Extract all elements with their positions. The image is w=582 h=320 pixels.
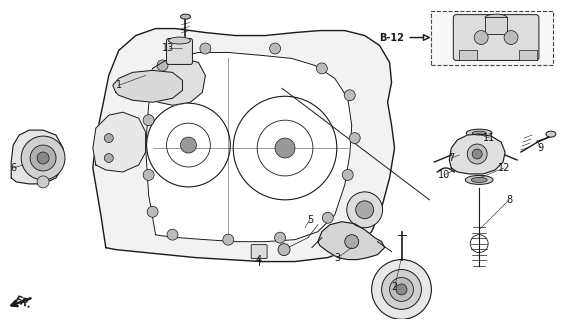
Circle shape	[21, 136, 65, 180]
Circle shape	[396, 284, 407, 295]
Ellipse shape	[546, 131, 556, 137]
Text: 5: 5	[307, 215, 313, 225]
Text: 4: 4	[255, 255, 261, 265]
Polygon shape	[93, 112, 146, 172]
Circle shape	[467, 144, 487, 164]
Circle shape	[37, 176, 49, 188]
Circle shape	[342, 170, 353, 180]
Circle shape	[147, 206, 158, 217]
Polygon shape	[449, 134, 505, 174]
Circle shape	[223, 234, 234, 245]
Circle shape	[157, 60, 168, 71]
Circle shape	[30, 145, 56, 171]
Ellipse shape	[169, 37, 190, 44]
Polygon shape	[148, 59, 205, 105]
Ellipse shape	[465, 175, 493, 184]
Text: 6: 6	[10, 163, 16, 173]
Circle shape	[200, 43, 211, 54]
Ellipse shape	[472, 131, 486, 135]
Text: 11: 11	[483, 133, 495, 143]
Circle shape	[347, 192, 382, 228]
Text: 3: 3	[335, 252, 341, 263]
Text: FR.: FR.	[13, 294, 33, 310]
Ellipse shape	[471, 177, 487, 182]
Text: 13: 13	[162, 44, 175, 53]
Text: 2: 2	[392, 283, 398, 292]
FancyBboxPatch shape	[251, 244, 267, 259]
Bar	[519, 51, 537, 60]
Circle shape	[349, 132, 360, 144]
Circle shape	[382, 269, 421, 309]
Circle shape	[278, 244, 290, 256]
Bar	[459, 51, 477, 60]
Circle shape	[269, 43, 281, 54]
Text: 8: 8	[506, 195, 512, 205]
Circle shape	[104, 154, 113, 163]
Circle shape	[474, 31, 488, 44]
Text: B-12: B-12	[379, 33, 429, 43]
Circle shape	[345, 235, 359, 249]
Text: 10: 10	[438, 170, 450, 180]
Circle shape	[180, 137, 196, 153]
Circle shape	[322, 212, 333, 223]
Circle shape	[356, 201, 374, 219]
Circle shape	[104, 134, 113, 143]
Ellipse shape	[466, 129, 492, 137]
Text: 7: 7	[448, 153, 455, 163]
Ellipse shape	[180, 14, 190, 19]
Circle shape	[372, 260, 431, 319]
Circle shape	[37, 152, 49, 164]
Polygon shape	[11, 130, 63, 184]
FancyBboxPatch shape	[453, 15, 539, 60]
Circle shape	[143, 115, 154, 126]
Text: 12: 12	[498, 163, 510, 173]
Bar	[431, 11, 553, 65]
Text: 9: 9	[538, 143, 544, 153]
Ellipse shape	[485, 14, 507, 21]
Circle shape	[345, 90, 355, 101]
Text: 1: 1	[116, 80, 122, 90]
Circle shape	[275, 138, 295, 158]
Polygon shape	[113, 70, 183, 102]
Circle shape	[317, 63, 327, 74]
Circle shape	[167, 229, 178, 240]
Circle shape	[389, 277, 413, 301]
Circle shape	[275, 232, 286, 243]
FancyBboxPatch shape	[166, 38, 193, 64]
Bar	[485, 17, 507, 34]
Polygon shape	[146, 52, 352, 242]
Polygon shape	[318, 222, 385, 260]
Circle shape	[472, 149, 482, 159]
Polygon shape	[93, 28, 395, 261]
Circle shape	[143, 170, 154, 180]
Circle shape	[504, 31, 518, 44]
